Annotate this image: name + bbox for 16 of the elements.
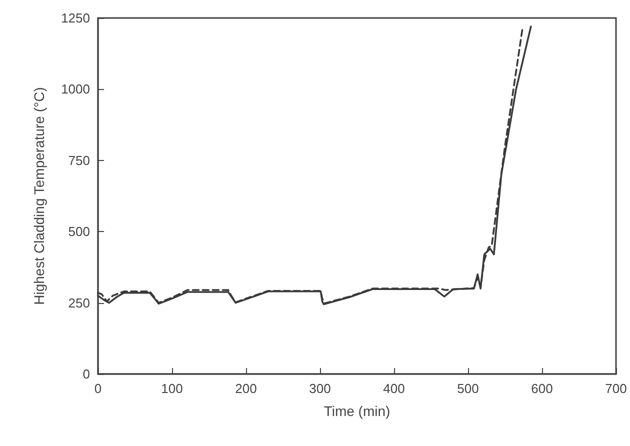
x-tick-label: 100 — [161, 381, 183, 396]
y-tick-label: 500 — [68, 224, 90, 240]
x-tick-label: 0 — [94, 381, 102, 396]
x-tick-label: 200 — [235, 381, 257, 396]
x-tick-label: 600 — [531, 381, 553, 396]
y-tick-label: 0 — [82, 366, 90, 382]
x-axis-title: Time (min) — [324, 403, 390, 419]
y-tick-label: 1250 — [61, 10, 90, 26]
y-tick-label: 750 — [68, 152, 90, 168]
y-axis-title: Highest Cladding Temperature (°C) — [31, 87, 47, 305]
x-tick-label: 500 — [457, 381, 479, 396]
x-tick-label: 700 — [605, 381, 627, 396]
x-tick-label: 400 — [383, 381, 405, 396]
y-tick-label: 250 — [68, 295, 90, 310]
y-tick-label: 1000 — [61, 82, 90, 97]
x-tick-label: 300 — [309, 381, 331, 396]
